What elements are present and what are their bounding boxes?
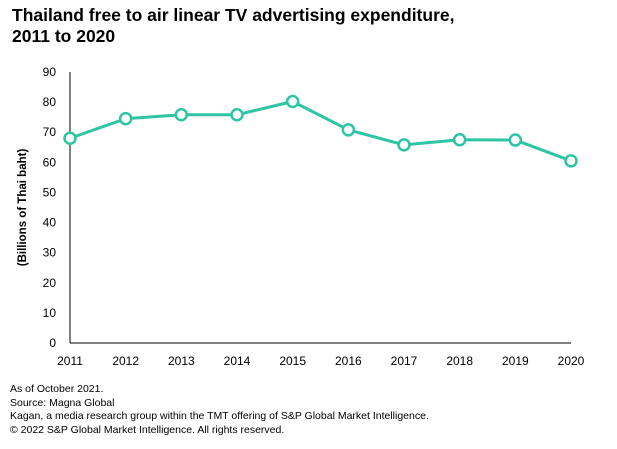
x-tick-label: 2018 <box>446 354 473 368</box>
y-tick-label: 50 <box>43 185 57 199</box>
chart-title-line-1: Thailand free to air linear TV advertisi… <box>12 5 455 25</box>
note-source: Source: Magna Global <box>10 396 115 409</box>
data-point <box>508 133 523 147</box>
data-point <box>118 111 133 126</box>
x-tick-label: 2019 <box>502 354 529 368</box>
data-point <box>285 94 300 109</box>
x-tick-label: 2017 <box>391 354 418 368</box>
data-point <box>230 108 244 122</box>
y-tick-label: 20 <box>43 276 57 290</box>
data-point <box>63 131 77 145</box>
data-point <box>452 133 467 147</box>
x-tick-label: 2014 <box>224 354 251 368</box>
y-tick-label: 0 <box>49 336 56 350</box>
data-point <box>174 108 189 122</box>
chart-notes: As of October 2021. Source: Magna Global… <box>10 383 429 437</box>
y-tick-label: 80 <box>43 95 57 109</box>
x-tick-label: 2012 <box>112 354 139 368</box>
y-tick-label: 30 <box>43 246 57 260</box>
series-layer <box>63 94 578 168</box>
x-tick-label: 2016 <box>335 354 362 368</box>
x-tick-labels: 2011 2012 2013 2014 2015 2016 2017 2018 2019 2020 <box>57 354 585 368</box>
note-date: As of October 2021. <box>10 383 104 395</box>
data-point <box>341 123 356 137</box>
x-tick-label: 2015 <box>279 354 306 368</box>
y-tick-label: 10 <box>43 306 57 320</box>
y-tick-label: 90 <box>43 65 57 79</box>
y-tick-label: 70 <box>43 125 57 139</box>
y-tick-label: 60 <box>43 155 57 169</box>
chart-title-line-2: 2011 to 2020 <box>12 26 116 46</box>
chart-title: Thailand free to air linear TV advertisi… <box>12 5 602 47</box>
x-tick-label: 2020 <box>558 354 585 368</box>
x-tick-label: 2011 <box>57 354 83 368</box>
y-axis-label: (Billions of Thai baht) <box>17 149 29 267</box>
series-line <box>69 100 572 163</box>
data-point <box>564 154 578 168</box>
data-point <box>397 138 411 152</box>
y-tick-labels: 0 10 20 30 40 50 60 70 80 90 <box>43 65 57 350</box>
note-publisher: Kagan, a media research group within the… <box>10 410 429 422</box>
note-copyright: © 2022 S&P Global Market Intelligence. A… <box>10 423 285 436</box>
x-tick-label: 2013 <box>168 354 195 368</box>
y-tick-label: 40 <box>43 216 57 230</box>
